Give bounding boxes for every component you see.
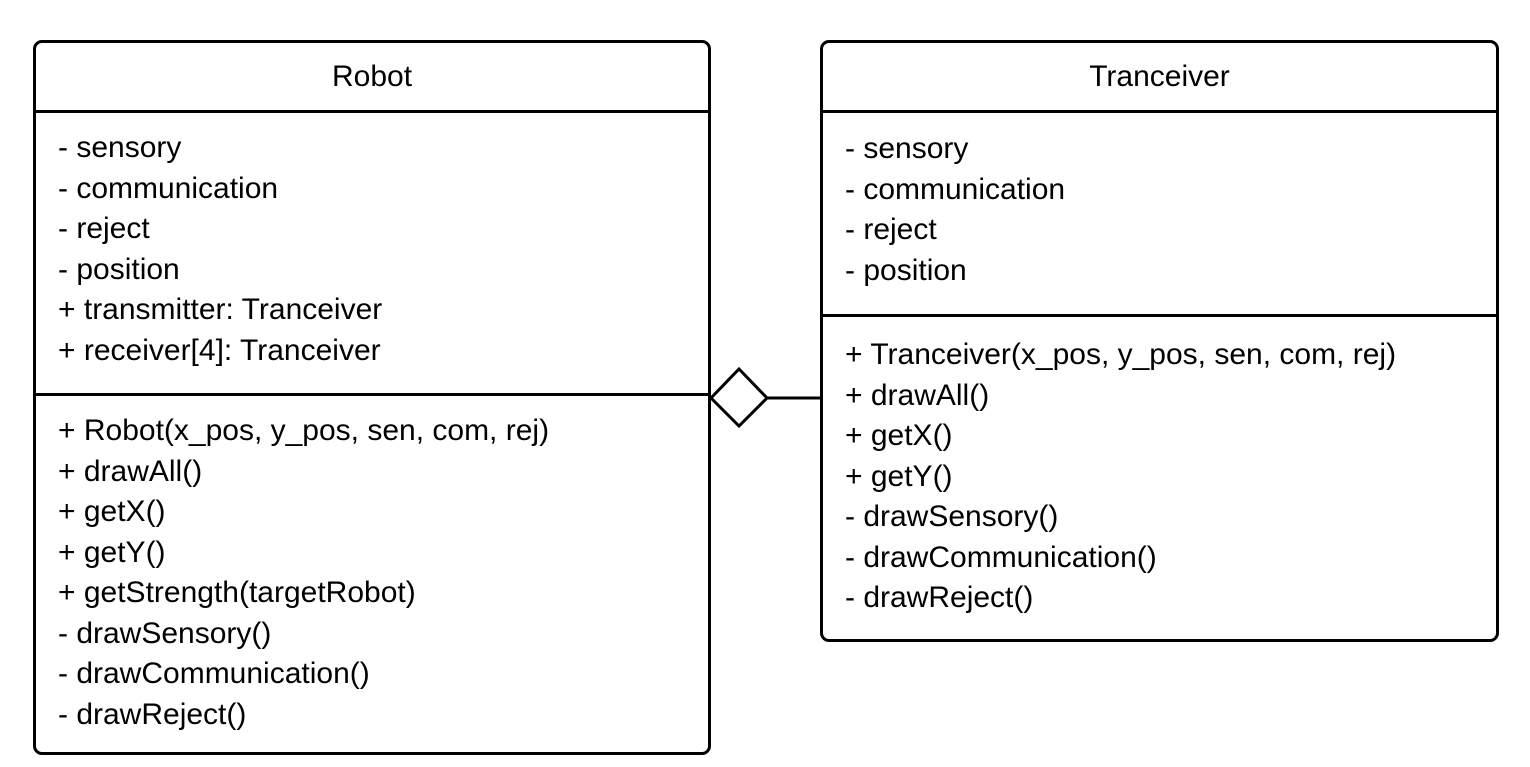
tranceiver-operation: - drawSensory() (845, 500, 1059, 533)
robot-operation: + Robot(x_pos, y_pos, sen, com, rej) (58, 414, 550, 447)
tranceiver-attribute: - communication (845, 172, 1066, 206)
tranceiver-operation: + drawAll() (845, 378, 990, 412)
tranceiver-operation: - drawReject() (845, 581, 1034, 614)
tranceiver-attribute: - position (845, 253, 967, 287)
aggregation-diamond-icon (708, 366, 770, 429)
tranceiver-attribute: - reject (845, 213, 937, 246)
tranceiver-operation: + Tranceiver(x_pos, y_pos, sen, com, rej… (845, 338, 1397, 371)
robot-attribute: - position (58, 252, 180, 286)
robot-attribute: - communication (58, 171, 279, 205)
tranceiver-attributes-compartment: - sensory - communication - reject - pos… (823, 113, 1496, 317)
tranceiver-attribute: - sensory (845, 132, 969, 165)
robot-operation: + getStrength(targetRobot) (58, 576, 416, 609)
robot-attribute: + receiver[4]: Tranceiver (58, 333, 381, 367)
robot-attribute: + transmitter: Tranceiver (58, 293, 383, 326)
robot-attribute: - sensory (58, 131, 182, 164)
robot-operation: + drawAll() (58, 454, 203, 488)
robot-operation: - drawCommunication() (58, 657, 370, 690)
robot-operation: + getY() (58, 535, 166, 569)
robot-class-name: Robot (36, 43, 708, 113)
tranceiver-operation: + getY() (845, 459, 953, 493)
tranceiver-class-name: Tranceiver (823, 43, 1496, 113)
tranceiver-operations-compartment: + Tranceiver(x_pos, y_pos, sen, com, rej… (823, 317, 1496, 639)
tranceiver-class-box: Tranceiver - sensory - communication - r… (820, 40, 1499, 642)
robot-class-box: Robot - sensory - communication - reject… (33, 40, 711, 755)
tranceiver-operation: + getX() (845, 419, 953, 452)
robot-attributes-compartment: - sensory - communication - reject - pos… (36, 113, 708, 396)
robot-operation: - drawSensory() (58, 616, 272, 650)
robot-operation: + getX() (58, 495, 166, 528)
robot-operation: - drawReject() (58, 697, 247, 731)
robot-operations-compartment: + Robot(x_pos, y_pos, sen, com, rej) + d… (36, 396, 708, 752)
tranceiver-operation: - drawCommunication() (845, 540, 1157, 574)
robot-attribute: - reject (58, 212, 150, 245)
